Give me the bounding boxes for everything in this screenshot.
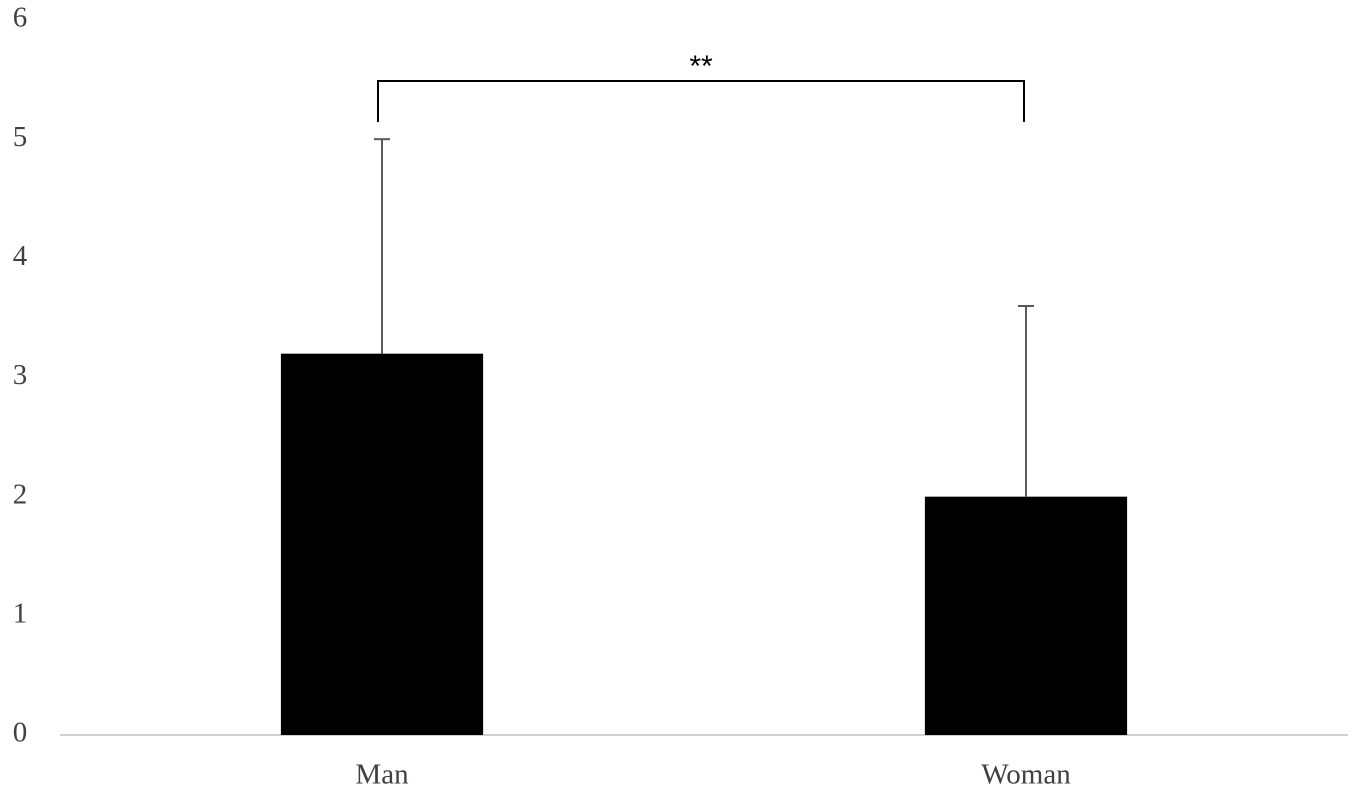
significance-label: ** xyxy=(689,50,713,83)
y-tick-label: 0 xyxy=(13,717,28,749)
significance-bracket xyxy=(377,80,1025,122)
y-tick-label: 2 xyxy=(13,478,28,510)
y-tick-label: 1 xyxy=(13,597,28,629)
y-tick-label: 3 xyxy=(13,359,28,391)
x-tick-label: Woman xyxy=(981,759,1071,791)
y-tick-label: 6 xyxy=(13,2,28,34)
x-tick-label: Man xyxy=(355,759,409,791)
y-tick-label: 4 xyxy=(13,240,28,272)
bar xyxy=(924,496,1128,735)
bar xyxy=(280,353,484,735)
y-tick-label: 5 xyxy=(13,121,28,153)
